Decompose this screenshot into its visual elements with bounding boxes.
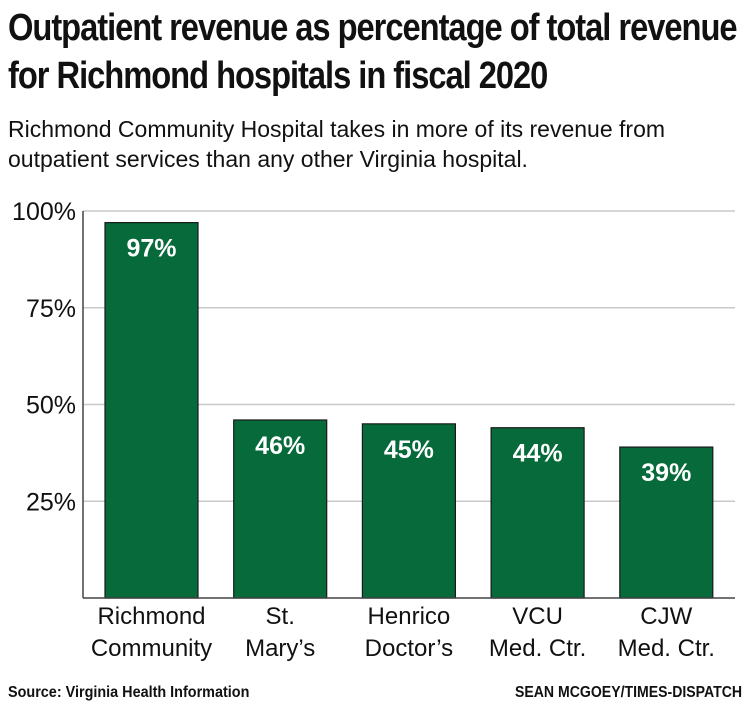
category-label: Med. Ctr. xyxy=(618,635,715,662)
source-note: Source: Virginia Health Information xyxy=(8,684,250,701)
bar xyxy=(361,423,456,599)
data-label: 45% xyxy=(384,436,434,464)
category-label: St. xyxy=(266,603,295,630)
category-label: CJW xyxy=(640,603,692,630)
credit-note: SEAN MCGOEY/TIMES-DISPATCH xyxy=(514,684,742,701)
category-label: Community xyxy=(91,635,212,662)
y-tick-label: 100% xyxy=(12,198,76,226)
category-label: Richmond xyxy=(97,603,205,630)
chart-title: Outpatient revenue as percentage of tota… xyxy=(8,7,738,97)
bar xyxy=(619,446,714,599)
data-label: 44% xyxy=(513,440,563,468)
data-label: 39% xyxy=(641,459,691,487)
category-label: Med. Ctr. xyxy=(489,635,586,662)
chart-subtitle: Richmond Community Hospital takes in mor… xyxy=(8,116,666,172)
data-label: 46% xyxy=(255,432,305,460)
y-tick-label: 75% xyxy=(26,295,76,323)
bar xyxy=(233,419,328,599)
bar xyxy=(104,222,199,599)
data-label: 97% xyxy=(126,235,176,263)
category-label: VCU xyxy=(512,603,563,630)
category-label: Doctor’s xyxy=(365,635,453,662)
y-tick-label: 50% xyxy=(26,392,76,420)
y-tick-label: 25% xyxy=(26,488,76,516)
category-label: Henrico xyxy=(368,603,451,630)
category-label: Mary’s xyxy=(245,635,315,662)
bar xyxy=(490,427,585,599)
